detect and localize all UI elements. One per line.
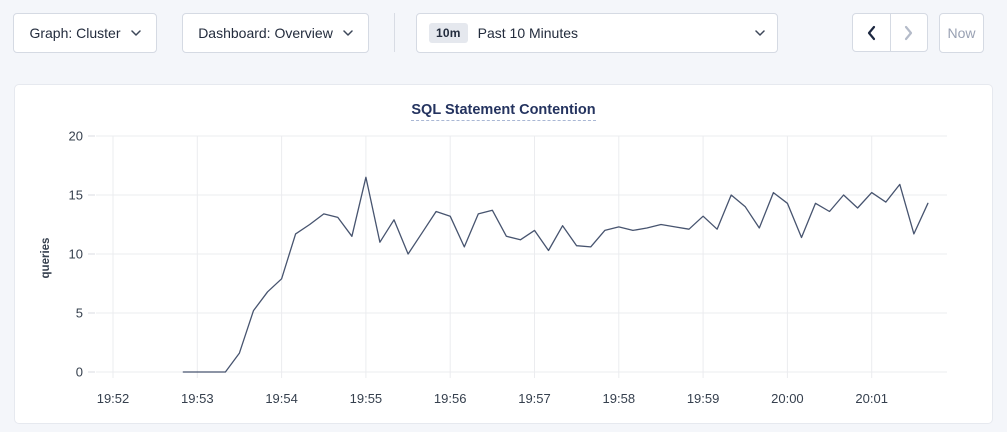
svg-text:20:01: 20:01 [855,391,888,406]
svg-text:19:55: 19:55 [350,391,383,406]
time-range-label: Past 10 Minutes [477,25,579,41]
chevron-right-icon [904,25,912,40]
x-axis-ticks: 19:52 19:53 19:54 19:55 19:56 19:57 19:58 19:59… [97,391,888,406]
svg-text:5: 5 [76,306,83,321]
svg-text:19:53: 19:53 [181,391,214,406]
y-axis-ticks: 0 5 10 15 20 [69,129,83,380]
svg-text:10: 10 [69,247,83,262]
chart-title[interactable]: SQL Statement Contention [411,102,596,121]
svg-text:20: 20 [69,129,83,144]
toolbar-divider [394,13,395,52]
y-axis-label: queries [40,238,52,279]
now-button-label: Now [947,25,976,41]
time-range-badge: 10m [429,23,468,43]
dashboard-selector-dropdown[interactable]: Dashboard: Overview [182,13,369,53]
graph-selector-dropdown[interactable]: Graph: Cluster [13,13,157,53]
chevron-down-icon [343,30,353,36]
svg-text:19:59: 19:59 [687,391,720,406]
chart-panel: SQL Statement Contention 0 5 10 15 20 19:52 19… [14,84,993,424]
gridlines [88,135,947,378]
svg-text:19:58: 19:58 [603,391,636,406]
svg-text:19:54: 19:54 [265,391,298,406]
svg-text:19:57: 19:57 [518,391,551,406]
time-step-back-button[interactable] [853,14,891,51]
data-line-queries [182,176,929,373]
time-range-selector[interactable]: 10m Past 10 Minutes [416,13,778,53]
chevron-left-icon [868,25,876,40]
graph-selector-label: Graph: Cluster [29,25,121,41]
time-step-forward-button[interactable] [891,14,928,51]
now-button[interactable]: Now [939,13,984,53]
chart-title-row: SQL Statement Contention [15,101,992,121]
svg-text:19:52: 19:52 [97,391,130,406]
chevron-down-icon [130,30,141,36]
svg-text:15: 15 [69,188,83,203]
chevron-down-icon [755,30,765,36]
svg-text:20:00: 20:00 [771,391,804,406]
svg-text:19:56: 19:56 [434,391,467,406]
dashboard-selector-label: Dashboard: Overview [198,25,333,41]
time-step-button-group [852,13,928,52]
svg-text:0: 0 [76,365,83,380]
